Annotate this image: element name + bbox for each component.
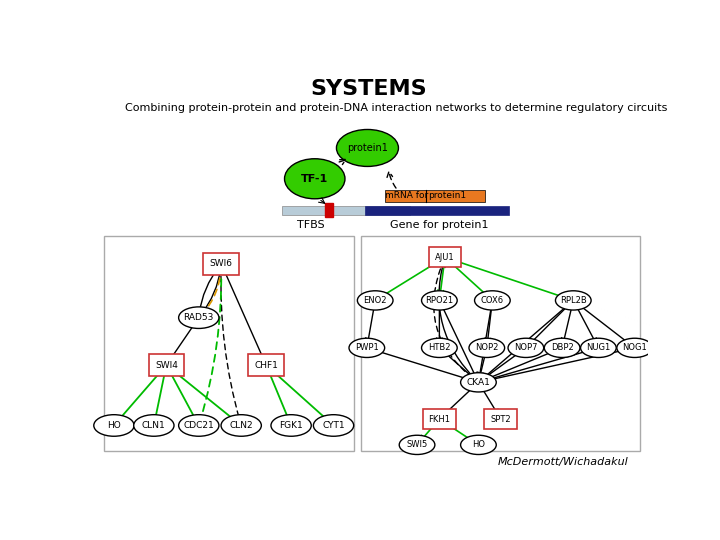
Text: HO: HO <box>472 441 485 449</box>
FancyBboxPatch shape <box>204 253 239 274</box>
Text: RPO21: RPO21 <box>426 296 454 305</box>
Ellipse shape <box>461 435 496 455</box>
Text: COX6: COX6 <box>481 296 504 305</box>
Ellipse shape <box>399 435 435 455</box>
Text: CYT1: CYT1 <box>323 421 345 430</box>
Text: SPT2: SPT2 <box>490 415 511 423</box>
FancyBboxPatch shape <box>248 354 284 376</box>
Text: CKA1: CKA1 <box>467 378 490 387</box>
Text: NUG1: NUG1 <box>586 343 611 353</box>
Text: CDC21: CDC21 <box>184 421 214 430</box>
Text: CLN1: CLN1 <box>142 421 166 430</box>
Ellipse shape <box>284 159 345 199</box>
Ellipse shape <box>508 338 544 357</box>
FancyBboxPatch shape <box>485 409 517 429</box>
Text: PWP1: PWP1 <box>355 343 379 353</box>
Text: DBP2: DBP2 <box>551 343 574 353</box>
Text: CLN2: CLN2 <box>230 421 253 430</box>
Ellipse shape <box>461 373 496 392</box>
Text: NOG1: NOG1 <box>622 343 647 353</box>
Text: AJU1: AJU1 <box>435 253 455 262</box>
Text: protein1: protein1 <box>347 143 388 153</box>
Bar <box>365 206 508 215</box>
Text: RPL2B: RPL2B <box>560 296 587 305</box>
Ellipse shape <box>179 307 219 328</box>
Ellipse shape <box>221 415 261 436</box>
Bar <box>282 206 410 215</box>
FancyBboxPatch shape <box>423 409 456 429</box>
Text: SYSTEMS: SYSTEMS <box>311 79 427 99</box>
Bar <box>384 190 485 202</box>
Ellipse shape <box>421 291 457 310</box>
Text: protein1: protein1 <box>428 191 467 200</box>
Ellipse shape <box>580 338 616 357</box>
Text: mRNA for: mRNA for <box>384 191 428 200</box>
Ellipse shape <box>555 291 591 310</box>
Text: FKH1: FKH1 <box>428 415 451 423</box>
Ellipse shape <box>179 415 219 436</box>
Ellipse shape <box>134 415 174 436</box>
Text: HO: HO <box>107 421 121 430</box>
Text: RAD53: RAD53 <box>184 313 214 322</box>
Ellipse shape <box>357 291 393 310</box>
Bar <box>104 236 354 451</box>
Text: NOP7: NOP7 <box>514 343 538 353</box>
Bar <box>361 236 640 451</box>
Text: Gene for protein1: Gene for protein1 <box>390 220 488 231</box>
Text: SWI5: SWI5 <box>406 441 428 449</box>
Ellipse shape <box>544 338 580 357</box>
Text: Combining protein-protein and protein-DNA interaction networks to determine regu: Combining protein-protein and protein-DN… <box>125 103 667 113</box>
Text: HTB2: HTB2 <box>428 343 451 353</box>
Text: SWI4: SWI4 <box>155 361 178 369</box>
Ellipse shape <box>349 338 384 357</box>
FancyBboxPatch shape <box>148 354 184 376</box>
Ellipse shape <box>271 415 311 436</box>
Text: TFBS: TFBS <box>297 220 325 231</box>
Ellipse shape <box>617 338 652 357</box>
Text: TF-1: TF-1 <box>301 174 328 184</box>
Ellipse shape <box>474 291 510 310</box>
Ellipse shape <box>313 415 354 436</box>
Text: McDermott/Wichadakul: McDermott/Wichadakul <box>498 457 629 467</box>
Ellipse shape <box>421 338 457 357</box>
Ellipse shape <box>336 130 398 166</box>
Bar <box>325 204 333 217</box>
Text: ENO2: ENO2 <box>364 296 387 305</box>
Text: NOP2: NOP2 <box>475 343 498 353</box>
Ellipse shape <box>94 415 134 436</box>
Text: FGK1: FGK1 <box>279 421 303 430</box>
FancyBboxPatch shape <box>428 247 462 267</box>
Text: CHF1: CHF1 <box>254 361 278 369</box>
Ellipse shape <box>469 338 505 357</box>
Text: SWI6: SWI6 <box>210 259 233 268</box>
